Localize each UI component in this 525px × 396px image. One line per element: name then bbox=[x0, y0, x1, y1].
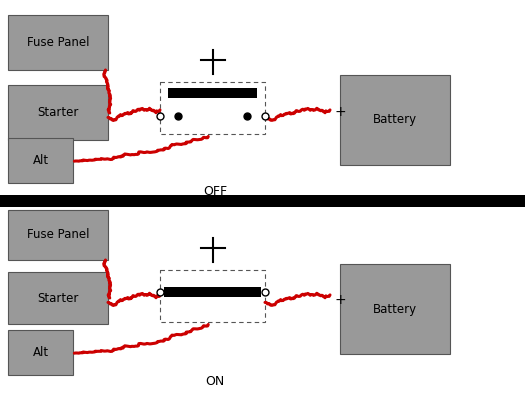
Bar bbox=[8, 210, 108, 260]
Bar bbox=[8, 272, 108, 324]
Text: Battery: Battery bbox=[373, 303, 417, 316]
Bar bbox=[168, 88, 257, 98]
Bar bbox=[8, 85, 108, 140]
Bar bbox=[160, 270, 265, 322]
Text: ON: ON bbox=[205, 375, 225, 388]
Text: OFF: OFF bbox=[203, 185, 227, 198]
Text: Battery: Battery bbox=[373, 114, 417, 126]
Bar bbox=[164, 287, 261, 297]
Text: Alt: Alt bbox=[33, 154, 48, 167]
Bar bbox=[8, 15, 108, 70]
Text: +: + bbox=[334, 105, 345, 119]
Bar bbox=[8, 330, 73, 375]
Text: Fuse Panel: Fuse Panel bbox=[27, 228, 89, 242]
Text: Starter: Starter bbox=[37, 291, 79, 305]
Bar bbox=[0, 195, 525, 207]
Text: Alt: Alt bbox=[33, 346, 48, 359]
Text: +: + bbox=[334, 293, 345, 307]
Bar bbox=[160, 82, 265, 134]
Bar bbox=[340, 264, 450, 354]
Text: Fuse Panel: Fuse Panel bbox=[27, 36, 89, 49]
Bar bbox=[340, 75, 450, 165]
Bar bbox=[8, 138, 73, 183]
Text: Starter: Starter bbox=[37, 106, 79, 119]
